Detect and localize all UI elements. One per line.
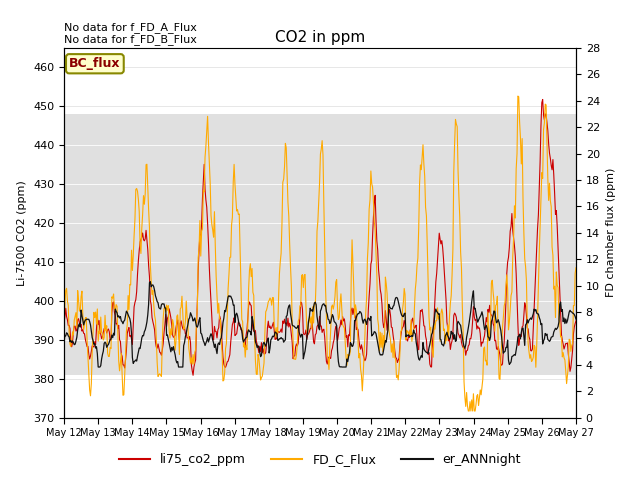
Text: No data for f_FD_A_Flux: No data for f_FD_A_Flux: [64, 22, 197, 33]
Bar: [64, 114, 576, 375]
Title: CO2 in ppm: CO2 in ppm: [275, 30, 365, 46]
Legend: li75_co2_ppm, FD_C_Flux, er_ANNnight: li75_co2_ppm, FD_C_Flux, er_ANNnight: [114, 448, 526, 471]
Y-axis label: Li-7500 CO2 (ppm): Li-7500 CO2 (ppm): [17, 180, 28, 286]
Text: BC_flux: BC_flux: [69, 57, 120, 70]
Text: No data for f_FD_B_Flux: No data for f_FD_B_Flux: [64, 34, 197, 45]
Y-axis label: FD chamber flux (ppm): FD chamber flux (ppm): [605, 168, 616, 298]
